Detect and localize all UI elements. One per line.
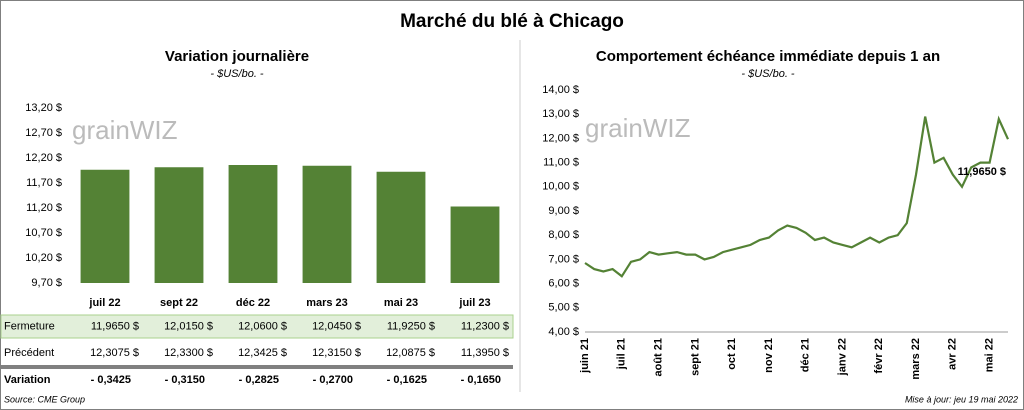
y-tick-label: 6,00 $ (548, 278, 579, 290)
watermark: grainWIZ (585, 113, 691, 143)
x-tick-label: déc 21 (800, 338, 812, 372)
x-tick-label: févr 22 (873, 338, 885, 373)
y-tick-label: 11,70 $ (26, 177, 62, 189)
bar (376, 171, 426, 283)
annotation: 11,9650 $ (958, 166, 1006, 178)
y-tick-label: 4,00 $ (548, 326, 579, 338)
x-tick-label: janv 22 (836, 338, 848, 376)
row-label: Fermeture (4, 320, 55, 332)
row-label: Variation (4, 374, 51, 386)
x-tick-label: août 21 (652, 338, 664, 377)
x-tick-label: juil 23 (458, 297, 490, 309)
previous-value: 12,3300 $ (164, 347, 213, 359)
previous-value: 12,3150 $ (312, 347, 361, 359)
table-row-bg (0, 314, 514, 339)
y-tick-label: 13,20 $ (25, 102, 62, 114)
bar (80, 169, 130, 283)
close-value: 11,9650 $ (91, 320, 139, 332)
previous-value: 12,3425 $ (238, 347, 287, 359)
y-tick-label: 12,70 $ (25, 127, 62, 139)
left-subtitle: - $US/bo. - (210, 68, 264, 80)
bar (450, 206, 500, 283)
main-title: Marché du blé à Chicago (400, 11, 624, 32)
bar (228, 165, 278, 283)
previous-value: 11,3950 $ (461, 347, 509, 359)
x-tick-label: sept 22 (160, 297, 198, 309)
y-tick-label: 12,00 $ (542, 132, 579, 144)
y-tick-label: 10,70 $ (25, 227, 62, 239)
variation-value: - 0,1625 (387, 374, 427, 386)
close-value: 11,2300 $ (461, 320, 509, 332)
y-tick-label: 9,00 $ (548, 205, 579, 217)
previous-value: 12,3075 $ (90, 347, 139, 359)
y-tick-label: 7,00 $ (548, 253, 579, 265)
row-label: Précédent (4, 347, 54, 359)
y-tick-label: 5,00 $ (548, 302, 579, 314)
y-tick-label: 13,00 $ (542, 108, 579, 120)
x-tick-label: avr 22 (947, 338, 959, 370)
x-tick-label: déc 22 (236, 297, 270, 309)
left-title: Variation journalière (165, 48, 309, 65)
x-tick-label: juil 21 (616, 338, 628, 370)
variation-value: - 0,1650 (461, 374, 501, 386)
x-tick-label: sept 21 (689, 338, 701, 376)
variation-value: - 0,3150 (165, 374, 205, 386)
price-line (584, 115, 1010, 278)
x-tick-label: mai 23 (384, 297, 418, 309)
variation-value: - 0,3425 (91, 374, 131, 386)
x-tick-label: juin 21 (579, 338, 591, 374)
source: Source: CME Group (4, 394, 85, 404)
y-tick-label: 9,70 $ (31, 277, 62, 289)
bar (302, 165, 352, 283)
x-tick-label: juil 22 (88, 297, 120, 309)
variation-value: - 0,2700 (313, 374, 353, 386)
x-tick-label: nov 21 (763, 338, 775, 373)
x-tick-label: oct 21 (726, 338, 738, 370)
y-tick-label: 8,00 $ (548, 229, 579, 241)
x-tick-label: mars 22 (910, 338, 922, 380)
previous-value: 12,0875 $ (386, 347, 435, 359)
y-tick-label: 11,00 $ (543, 157, 579, 169)
y-tick-label: 10,00 $ (542, 181, 579, 193)
x-tick-label: mars 23 (306, 297, 348, 309)
y-tick-label: 10,20 $ (25, 252, 62, 264)
y-tick-label: 14,00 $ (542, 84, 579, 96)
x-tick-label: mai 22 (984, 338, 996, 372)
close-value: 12,0150 $ (164, 320, 213, 332)
close-value: 12,0450 $ (312, 320, 361, 332)
right-subtitle: - $US/bo. - (741, 68, 795, 80)
update-note: Mise à jour: jeu 19 mai 2022 (905, 394, 1018, 404)
y-tick-label: 11,20 $ (26, 202, 62, 214)
close-value: 12,0600 $ (238, 320, 287, 332)
bar (154, 167, 204, 283)
y-tick-label: 12,20 $ (25, 152, 62, 164)
close-value: 11,9250 $ (387, 320, 435, 332)
right-title: Comportement échéance immédiate depuis 1… (596, 48, 940, 65)
variation-value: - 0,2825 (239, 374, 279, 386)
watermark: grainWIZ (72, 115, 178, 145)
